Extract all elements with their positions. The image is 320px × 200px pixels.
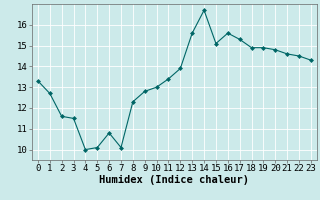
X-axis label: Humidex (Indice chaleur): Humidex (Indice chaleur) [100,175,249,185]
